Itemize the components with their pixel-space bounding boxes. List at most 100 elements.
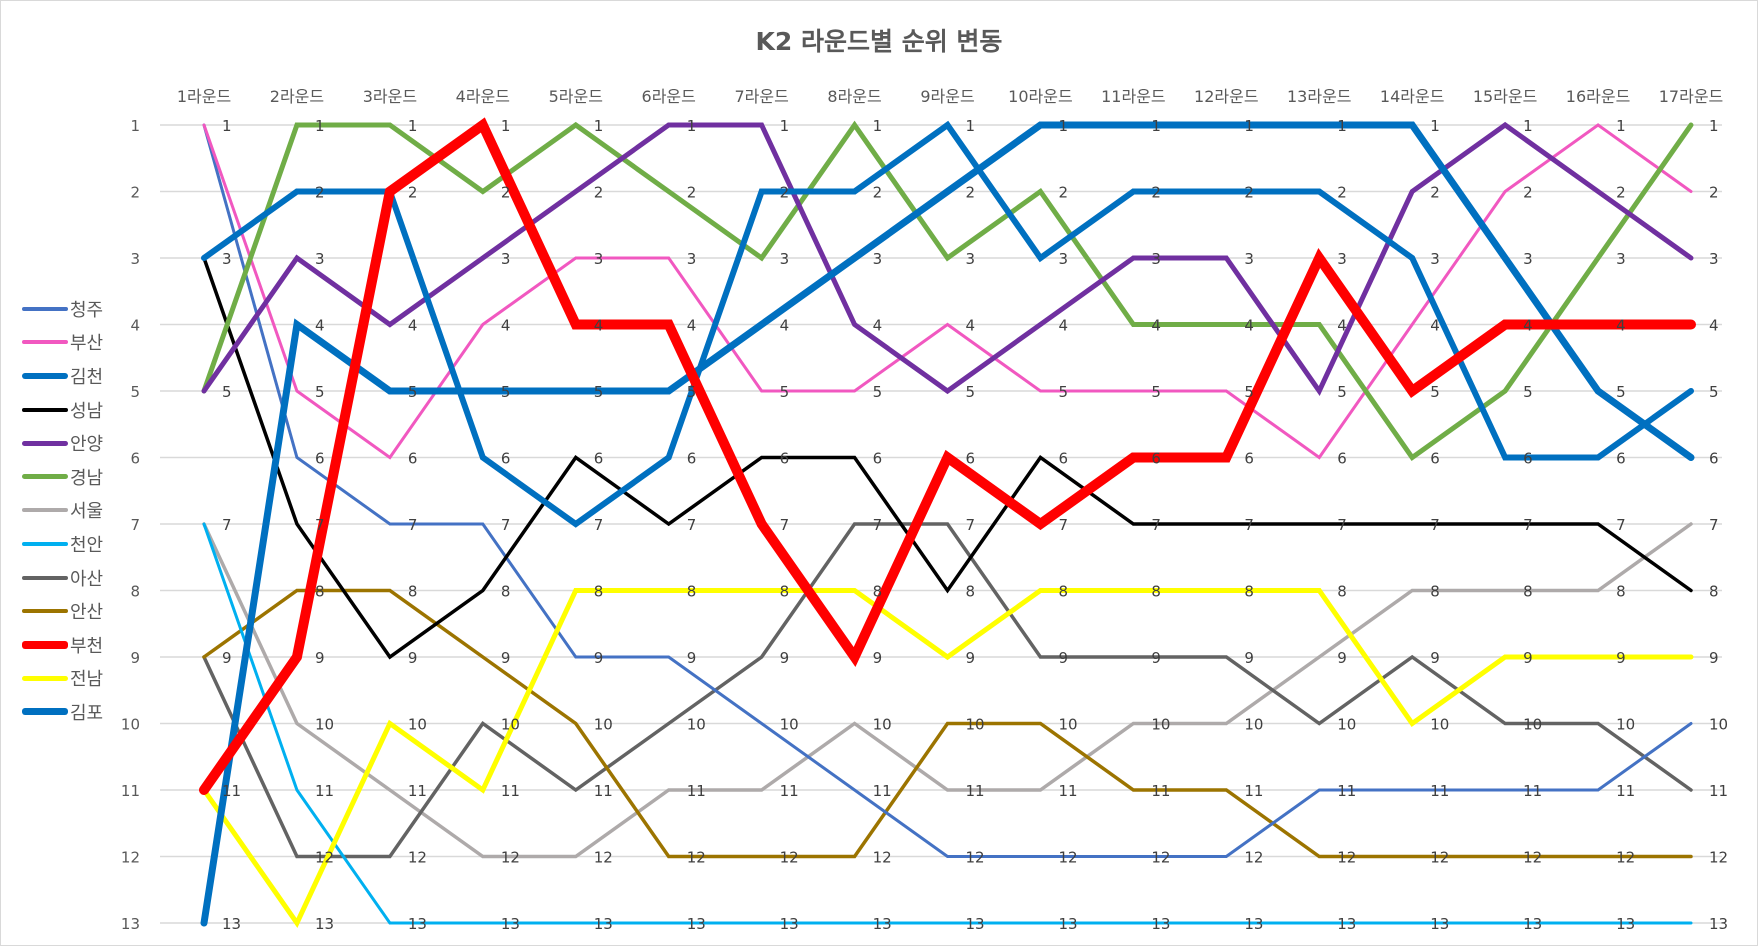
data-label: 11 [873,782,892,800]
data-label: 5 [222,383,232,401]
x-category-label: 14라운드 [1380,87,1445,106]
data-label: 4 [594,317,604,335]
data-label: 13 [1244,915,1263,933]
legend-swatch [22,474,68,480]
data-label: 6 [687,450,697,468]
data-label: 3 [687,250,697,268]
legend-item: 성남 [22,393,112,427]
data-label: 3 [873,250,883,268]
data-label: 13 [1058,915,1077,933]
data-label: 8 [315,583,325,601]
data-label: 1 [1616,117,1626,135]
data-label: 2 [780,184,790,202]
data-label: 9 [1337,649,1347,667]
y-tick-label: 7 [130,516,140,534]
legend-swatch [22,508,68,513]
data-label: 9 [1151,649,1161,667]
data-label: 2 [501,184,511,202]
data-label: 13 [315,915,334,933]
data-label: 9 [408,649,418,667]
data-label: 5 [780,383,790,401]
data-label: 5 [687,383,697,401]
data-label: 5 [315,383,325,401]
data-label: 11 [1337,782,1356,800]
data-label: 4 [1523,317,1533,335]
data-label: 7 [1616,516,1626,534]
x-category-label: 5라운드 [549,87,603,106]
data-label: 1 [594,117,604,135]
data-label: 12 [1430,849,1449,867]
legend-item: 김포 [22,695,112,729]
data-label: 6 [1058,450,1068,468]
data-label: 1 [315,117,325,135]
legend-item: 천안 [22,527,112,561]
data-label: 6 [315,450,325,468]
data-label: 13 [1430,915,1449,933]
legend-item: 김천 [22,359,112,393]
data-label: 5 [1616,383,1626,401]
data-label: 7 [501,516,511,534]
data-label: 2 [873,184,883,202]
legend-label: 아산 [70,568,104,590]
data-label: 8 [966,583,976,601]
data-label: 12 [1337,849,1356,867]
legend-label: 안산 [70,602,104,624]
data-label: 13 [408,915,427,933]
data-label: 12 [1151,849,1170,867]
data-label: 9 [1244,649,1254,667]
data-label: 2 [1058,184,1068,202]
x-category-label: 7라운드 [734,87,788,106]
data-label: 1 [1058,117,1068,135]
legend-label: 성남 [70,400,104,422]
legend-item: 안양 [22,426,112,460]
data-label: 4 [966,317,976,335]
data-label: 8 [780,583,790,601]
legend-label: 김포 [70,702,104,724]
data-label: 10 [1709,716,1728,734]
data-label: 3 [315,250,325,268]
data-label: 10 [1244,716,1263,734]
data-label: 2 [1709,184,1719,202]
x-category-label: 17라운드 [1659,87,1724,106]
data-label: 13 [687,915,706,933]
data-label: 6 [1709,450,1719,468]
data-label: 2 [1244,184,1254,202]
x-category-label: 10라운드 [1008,87,1073,106]
data-label: 13 [780,915,799,933]
data-label: 4 [687,317,697,335]
y-tick-label: 12 [121,849,140,867]
data-label: 3 [780,250,790,268]
series-line-천안 [202,522,1693,925]
data-label: 13 [1151,915,1170,933]
data-label: 8 [1058,583,1068,601]
data-label: 4 [1058,317,1068,335]
data-label: 11 [687,782,706,800]
data-label: 5 [501,383,511,401]
legend-swatch [22,340,68,345]
data-label: 13 [966,915,985,933]
legend-label: 청주 [70,299,104,321]
series-line-청주 [202,123,1693,858]
data-label: 4 [501,317,511,335]
legend-label: 전남 [70,669,104,691]
y-tick-label: 6 [130,450,140,468]
data-label: 2 [687,184,697,202]
data-label: 7 [594,516,604,534]
data-label: 4 [1709,317,1719,335]
data-label: 10 [1151,716,1170,734]
data-label: 1 [873,117,883,135]
data-label: 8 [873,583,883,601]
data-label: 3 [1058,250,1068,268]
data-label: 13 [501,915,520,933]
data-label: 10 [408,716,427,734]
data-label: 12 [966,849,985,867]
data-label: 9 [1523,649,1533,667]
data-label: 3 [1616,250,1626,268]
data-label: 8 [1244,583,1254,601]
legend-swatch [22,440,68,446]
data-label: 5 [1151,383,1161,401]
legend-swatch [22,306,68,311]
data-label: 12 [1244,849,1263,867]
data-label: 5 [873,383,883,401]
